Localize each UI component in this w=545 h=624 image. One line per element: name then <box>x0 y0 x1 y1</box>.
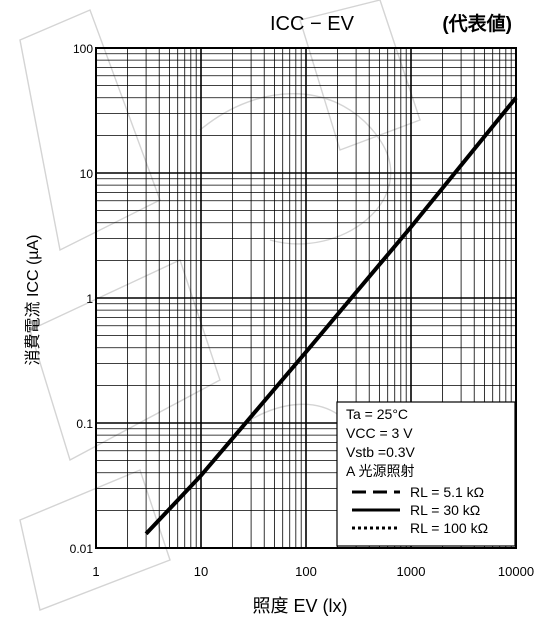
y-axis-label: 消費電流 ICC (µA) <box>24 235 42 366</box>
chart-title-note: (代表値) <box>442 12 512 35</box>
legend-label-100k: RL = 100 kΩ <box>410 520 488 536</box>
condition-temperature: Ta = 25°C <box>346 406 408 422</box>
x-tick-label: 10 <box>194 564 208 579</box>
legend: Ta = 25°C VCC = 3 V Vstb =0.3V A 光源照射 RL… <box>336 401 516 547</box>
series-line-30k <box>144 96 518 536</box>
x-tick-label: 100 <box>295 564 317 579</box>
x-tick-label: 1000 <box>397 564 426 579</box>
condition-vcc: VCC = 3 V <box>346 425 413 441</box>
y-tick-label: 100 <box>73 42 93 56</box>
condition-light-source: A 光源照射 <box>346 463 414 479</box>
legend-label-5k: RL = 5.1 kΩ <box>410 484 484 500</box>
x-tick-label: 1 <box>92 564 99 579</box>
y-tick-label: 0.01 <box>70 542 94 556</box>
y-tick-label: 10 <box>80 167 94 181</box>
plot-frame <box>95 47 517 549</box>
x-tick-label: 10000 <box>498 564 534 579</box>
legend-label-30k: RL = 30 kΩ <box>410 502 480 518</box>
x-tick-labels: 1 10 100 1000 10000 <box>92 564 534 579</box>
y-tick-label: 1 <box>86 292 93 306</box>
chart-title: ICC − EV <box>270 13 355 35</box>
y-tick-label: 0.1 <box>76 417 93 431</box>
condition-vstb: Vstb =0.3V <box>346 444 416 460</box>
x-axis-label: 照度 EV (lx) <box>252 596 347 616</box>
y-tick-labels: 0.01 0.1 1 10 100 <box>70 42 94 556</box>
legend-box <box>336 401 516 547</box>
series-layer <box>144 96 518 536</box>
